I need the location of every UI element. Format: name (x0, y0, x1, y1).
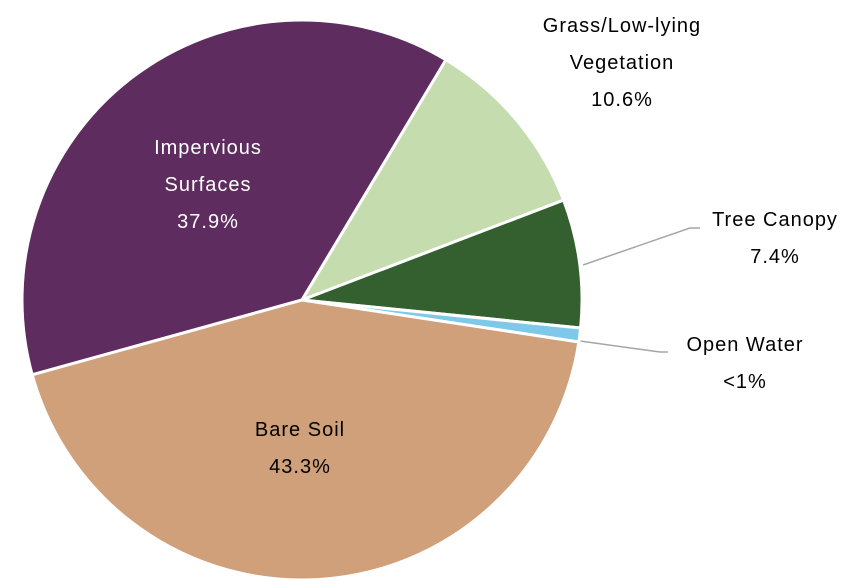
category-name: Open Water (686, 334, 804, 356)
slice-label: Tree Canopy 7.4% (675, 202, 862, 276)
value-label: 10.6% (591, 89, 653, 111)
value-label: <1% (723, 371, 767, 393)
slice-label: Open Water <1% (645, 327, 845, 401)
slice-label: Grass/Low-lying Vegetation 10.6% (522, 8, 722, 119)
leader-line (582, 227, 700, 266)
leader-line (579, 340, 668, 353)
slice (20, 18, 449, 377)
slice (301, 198, 584, 330)
slice (298, 57, 566, 303)
value-label: 43.3% (269, 456, 331, 478)
category-name: Tree Canopy (712, 209, 838, 231)
value-label: 37.9% (177, 211, 239, 233)
category-name: Bare Soil (254, 419, 346, 441)
value-label: 7.4% (750, 246, 800, 268)
category-name: Grass/Low-lying Vegetation (542, 15, 702, 74)
slice-label: Bare Soil 43.3% (200, 412, 400, 486)
slice (30, 298, 581, 580)
slice-label: Impervious Surfaces 37.9% (128, 130, 288, 241)
category-name: Impervious Surfaces (154, 137, 262, 196)
